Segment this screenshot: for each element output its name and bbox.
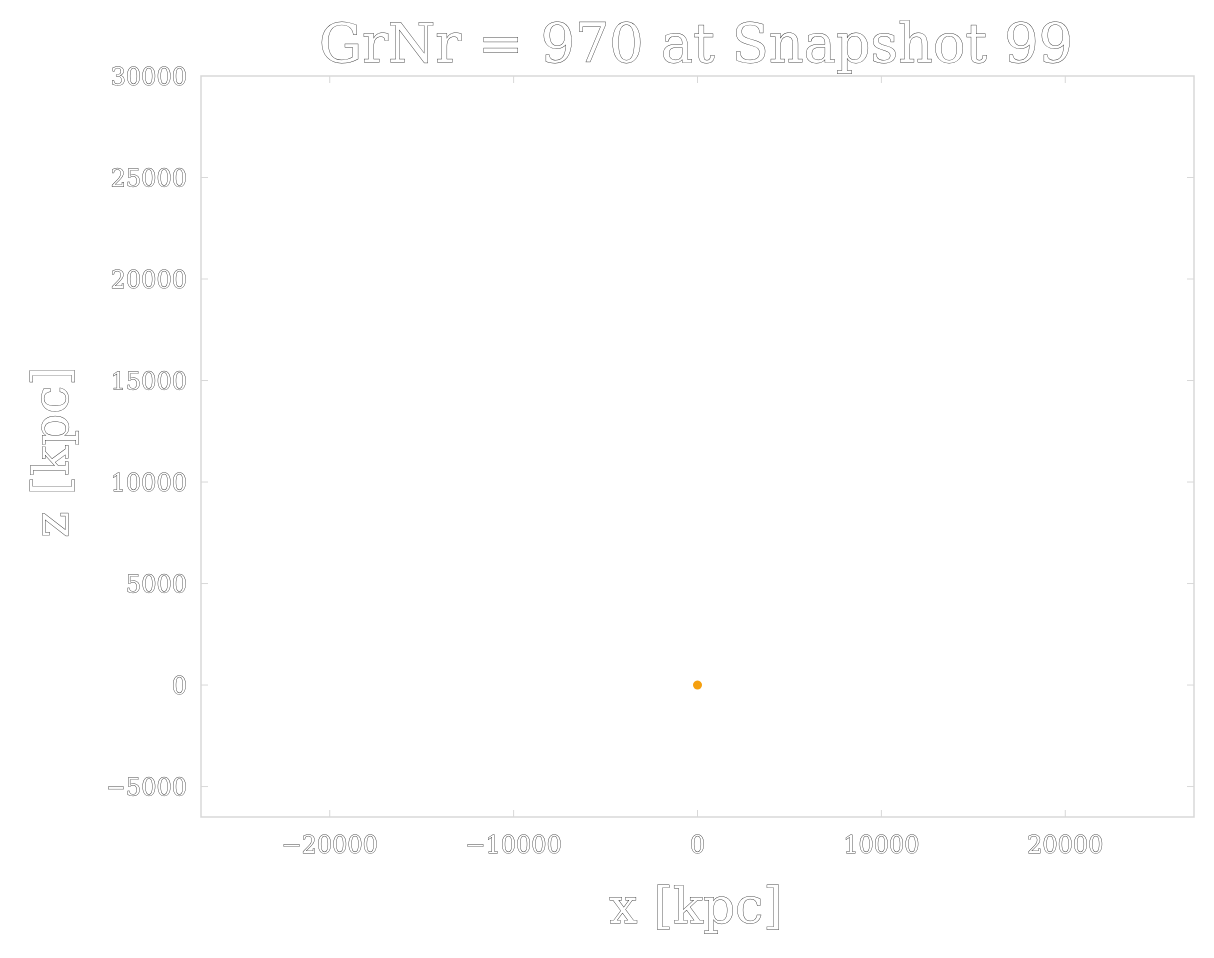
x-tick-label: 10000 — [843, 831, 919, 859]
x-tick-label: 0 — [690, 831, 705, 859]
x-tick-label: −10000 — [465, 831, 561, 859]
data-points — [693, 680, 702, 690]
y-tick-label: 10000 — [111, 469, 187, 497]
y-tick-label: 30000 — [111, 63, 187, 91]
x-tick-label: 20000 — [1027, 831, 1103, 859]
y-tick-label: 20000 — [111, 266, 187, 294]
y-tick-label: 5000 — [126, 571, 187, 599]
x-axis-label: x [kpc] — [609, 877, 782, 935]
y-tick-label: 0 — [172, 672, 187, 700]
chart-title: GrNr = 970 at Snapshot 99 — [319, 12, 1073, 75]
y-tick-label: −5000 — [106, 774, 187, 802]
plot-frame — [200, 75, 1195, 818]
y-axis-label: z [kpc] — [22, 366, 80, 538]
data-point — [693, 680, 702, 690]
y-tick-label: 15000 — [111, 368, 187, 396]
y-tick-label: 25000 — [111, 165, 187, 193]
x-tick-label: −20000 — [281, 831, 377, 859]
x-axis: −20000 −10000 0 10000 20000 — [281, 76, 1104, 859]
y-axis: −5000 0 5000 10000 15000 20000 25000 30000 — [105, 63, 1194, 802]
